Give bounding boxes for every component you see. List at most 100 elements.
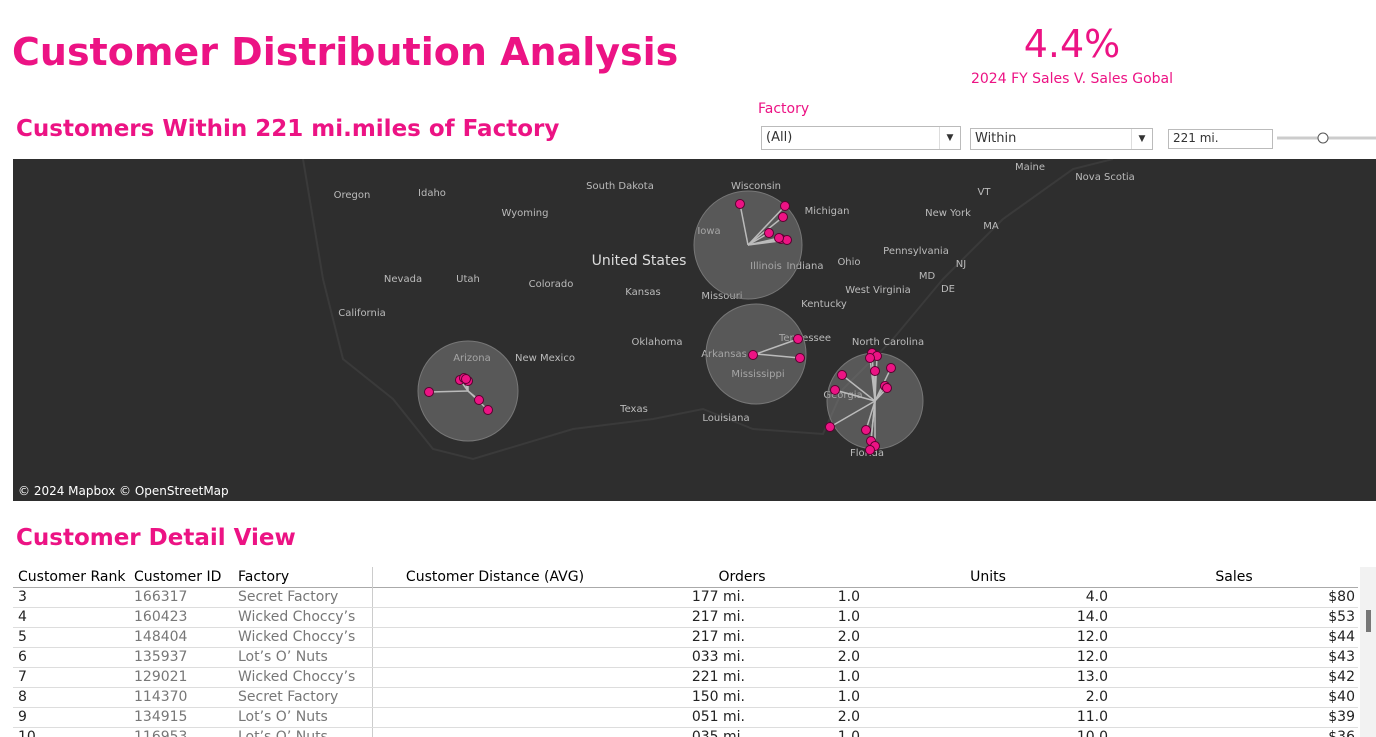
table-cell: 13.0 bbox=[1076, 669, 1108, 685]
table-cell: 221 mi. bbox=[691, 669, 745, 685]
map-background bbox=[13, 159, 1376, 501]
customer-link bbox=[747, 205, 786, 246]
customer-dot bbox=[861, 425, 871, 435]
row-divider bbox=[13, 647, 1358, 648]
table-cell: 166317 bbox=[134, 589, 188, 605]
distance-input[interactable]: 221 mi. bbox=[1168, 129, 1273, 149]
map-label: West Virginia bbox=[845, 285, 910, 296]
row-divider bbox=[13, 667, 1358, 668]
map-label: Georgia bbox=[823, 390, 862, 401]
map-label: Utah bbox=[456, 274, 480, 285]
map-label: Texas bbox=[619, 404, 648, 415]
map-label: Iowa bbox=[697, 226, 720, 237]
customer-dot bbox=[870, 366, 880, 376]
table-cell: 135937 bbox=[134, 649, 188, 665]
kpi-label: 2024 FY Sales V. Sales Gobal bbox=[970, 71, 1173, 87]
table-cell: $36 bbox=[1328, 729, 1355, 737]
row-divider bbox=[13, 627, 1358, 628]
customer-dot bbox=[461, 374, 471, 384]
table-cell: $80 bbox=[1328, 589, 1355, 605]
column-header: Customer ID bbox=[134, 569, 222, 585]
map-label: Kentucky bbox=[801, 299, 847, 310]
section-title: Customers Within 221 mi.miles of Factory bbox=[16, 116, 560, 142]
mode-dropdown[interactable]: Within ▼ bbox=[970, 128, 1153, 150]
customer-link bbox=[829, 400, 876, 428]
column-header: Units bbox=[970, 569, 1006, 585]
map-label: Nova Scotia bbox=[1075, 172, 1135, 183]
customer-dot bbox=[780, 201, 790, 211]
dropdown-arrow[interactable]: ▼ bbox=[939, 127, 960, 149]
table-cell: 2.0 bbox=[837, 629, 860, 645]
table-cell: Secret Factory bbox=[238, 689, 339, 705]
table-cell: 217 mi. bbox=[691, 609, 745, 625]
kpi-value: 4.4% bbox=[1023, 22, 1121, 66]
column-header: Customer Rank bbox=[18, 569, 126, 585]
customer-dot bbox=[865, 445, 875, 455]
scrollbar[interactable] bbox=[1360, 567, 1376, 737]
distance-slider[interactable] bbox=[1277, 130, 1376, 146]
table-cell: $39 bbox=[1328, 709, 1355, 725]
table-cell: $43 bbox=[1328, 649, 1355, 665]
row-divider bbox=[13, 727, 1358, 728]
customer-link bbox=[841, 374, 876, 402]
map-label: Arkansas bbox=[701, 349, 747, 360]
table-cell: 10.0 bbox=[1076, 729, 1108, 737]
header-divider bbox=[13, 587, 1358, 588]
map-label: New Mexico bbox=[515, 353, 575, 364]
table-cell: 114370 bbox=[134, 689, 188, 705]
row-divider bbox=[13, 687, 1358, 688]
map-label: Nevada bbox=[384, 274, 422, 285]
column-header: Factory bbox=[238, 569, 290, 585]
table-cell: 2.0 bbox=[837, 649, 860, 665]
slider-knob[interactable] bbox=[1317, 132, 1329, 144]
table-cell: 177 mi. bbox=[691, 589, 745, 605]
map-coast bbox=[302, 159, 1114, 461]
table-title: Customer Detail View bbox=[16, 525, 296, 551]
map-label: Wyoming bbox=[502, 208, 549, 219]
table-cell: Wicked Choccy’s bbox=[238, 609, 356, 625]
customer-dot bbox=[735, 199, 745, 209]
dropdown-arrow[interactable]: ▼ bbox=[1131, 129, 1152, 149]
table-cell: 1.0 bbox=[837, 669, 860, 685]
customer-link bbox=[739, 203, 749, 246]
table-cell: 148404 bbox=[134, 629, 188, 645]
rank-cell: 10 bbox=[18, 729, 36, 737]
map-label: Arizona bbox=[453, 353, 491, 364]
table-cell: 129021 bbox=[134, 669, 188, 685]
table-cell: 11.0 bbox=[1076, 709, 1108, 725]
factory-dropdown[interactable]: (All) ▼ bbox=[761, 126, 961, 150]
table-cell: Wicked Choccy’s bbox=[238, 629, 356, 645]
map-label: Louisiana bbox=[702, 413, 749, 424]
row-divider bbox=[13, 607, 1358, 608]
customer-link bbox=[869, 357, 876, 402]
map-label: Ohio bbox=[837, 257, 860, 268]
map: Oregon Idaho Wyoming South Dakota Wisconsin M… bbox=[13, 159, 1376, 501]
map-label: South Dakota bbox=[586, 181, 654, 192]
table-cell: 033 mi. bbox=[691, 649, 745, 665]
rank-cell: 9 bbox=[18, 709, 27, 725]
table-cell: 134915 bbox=[134, 709, 188, 725]
customer-dot bbox=[424, 387, 434, 397]
input-value: 221 mi. bbox=[1173, 131, 1219, 145]
column-header: Orders bbox=[718, 569, 766, 585]
customer-table: Customer Rank Customer ID Factory Customer … bbox=[13, 567, 1358, 737]
customer-dot bbox=[778, 212, 788, 222]
map-label: Indiana bbox=[786, 261, 823, 272]
table-cell: Lot’s O’ Nuts bbox=[238, 649, 328, 665]
map-label: Oregon bbox=[334, 190, 371, 201]
table-cell: 1.0 bbox=[837, 729, 860, 737]
table-cell: 035 mi. bbox=[691, 729, 745, 737]
table-cell: Wicked Choccy’s bbox=[238, 669, 356, 685]
rank-cell: 7 bbox=[18, 669, 27, 685]
scroll-thumb[interactable] bbox=[1366, 610, 1371, 632]
table-cell: 14.0 bbox=[1076, 609, 1108, 625]
map-label: VT bbox=[978, 187, 992, 198]
customer-dot bbox=[748, 350, 758, 360]
customer-dot bbox=[764, 228, 774, 238]
map-label: Oklahoma bbox=[632, 337, 683, 348]
dropdown-value: (All) bbox=[766, 130, 793, 145]
customer-dot bbox=[774, 233, 784, 243]
table-cell: 2.0 bbox=[1085, 689, 1108, 705]
table-cell: 1.0 bbox=[837, 609, 860, 625]
table-cell: Lot’s O’ Nuts bbox=[238, 729, 328, 737]
